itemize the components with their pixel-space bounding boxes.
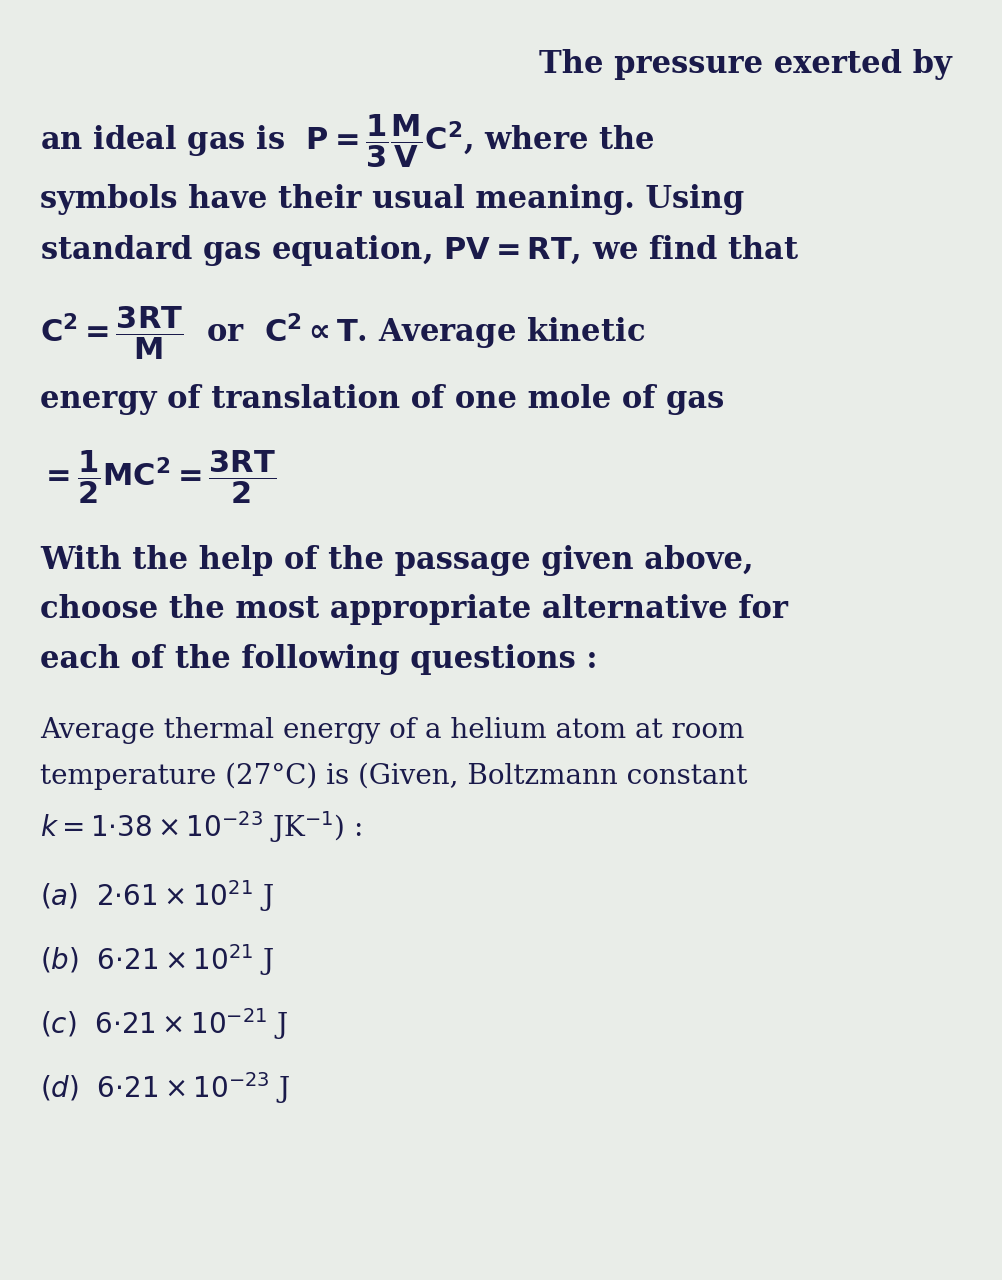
Text: With the help of the passage given above,: With the help of the passage given above…	[40, 545, 754, 576]
Text: $(a)$  $2{\cdot}61 \times 10^{21}$ J: $(a)$ $2{\cdot}61 \times 10^{21}$ J	[40, 878, 274, 914]
Text: temperature (27°C) is (Given, Boltzmann constant: temperature (27°C) is (Given, Boltzmann …	[40, 763, 747, 790]
Text: $k = 1{\cdot}38 \times 10^{-23}$ JK$^{-1}$) :: $k = 1{\cdot}38 \times 10^{-23}$ JK$^{-1…	[40, 809, 362, 845]
Text: an ideal gas is  $\mathbf{P = \dfrac{1}{3}\dfrac{M}{V}C^{2}}$, where the: an ideal gas is $\mathbf{P = \dfrac{1}{3…	[40, 113, 654, 170]
Text: $\mathbf{= \dfrac{1}{2}MC^{2} = \dfrac{3RT}{2}}$: $\mathbf{= \dfrac{1}{2}MC^{2} = \dfrac{3…	[40, 448, 277, 506]
Text: $(c)$  $6{\cdot}21 \times 10^{-21}$ J: $(c)$ $6{\cdot}21 \times 10^{-21}$ J	[40, 1006, 289, 1042]
Text: $(d)$  $6{\cdot}21 \times 10^{-23}$ J: $(d)$ $6{\cdot}21 \times 10^{-23}$ J	[40, 1070, 291, 1106]
Text: choose the most appropriate alternative for: choose the most appropriate alternative …	[40, 594, 789, 625]
Text: Average thermal energy of a helium atom at room: Average thermal energy of a helium atom …	[40, 717, 744, 744]
Text: standard gas equation, $\mathbf{PV = RT}$, we find that: standard gas equation, $\mathbf{PV = RT}…	[40, 233, 800, 268]
Text: $\mathbf{C^{2} = \dfrac{3RT}{M}}$  or  $\mathbf{C^{2} \propto T}$. Average kinet: $\mathbf{C^{2} = \dfrac{3RT}{M}}$ or $\m…	[40, 305, 645, 362]
Text: each of the following questions :: each of the following questions :	[40, 644, 598, 675]
Text: symbols have their usual meaning. Using: symbols have their usual meaning. Using	[40, 184, 744, 215]
Text: $(b)$  $6{\cdot}21 \times 10^{21}$ J: $(b)$ $6{\cdot}21 \times 10^{21}$ J	[40, 942, 275, 978]
Text: energy of translation of one mole of gas: energy of translation of one mole of gas	[40, 384, 724, 415]
Text: The pressure exerted by: The pressure exerted by	[539, 49, 952, 79]
